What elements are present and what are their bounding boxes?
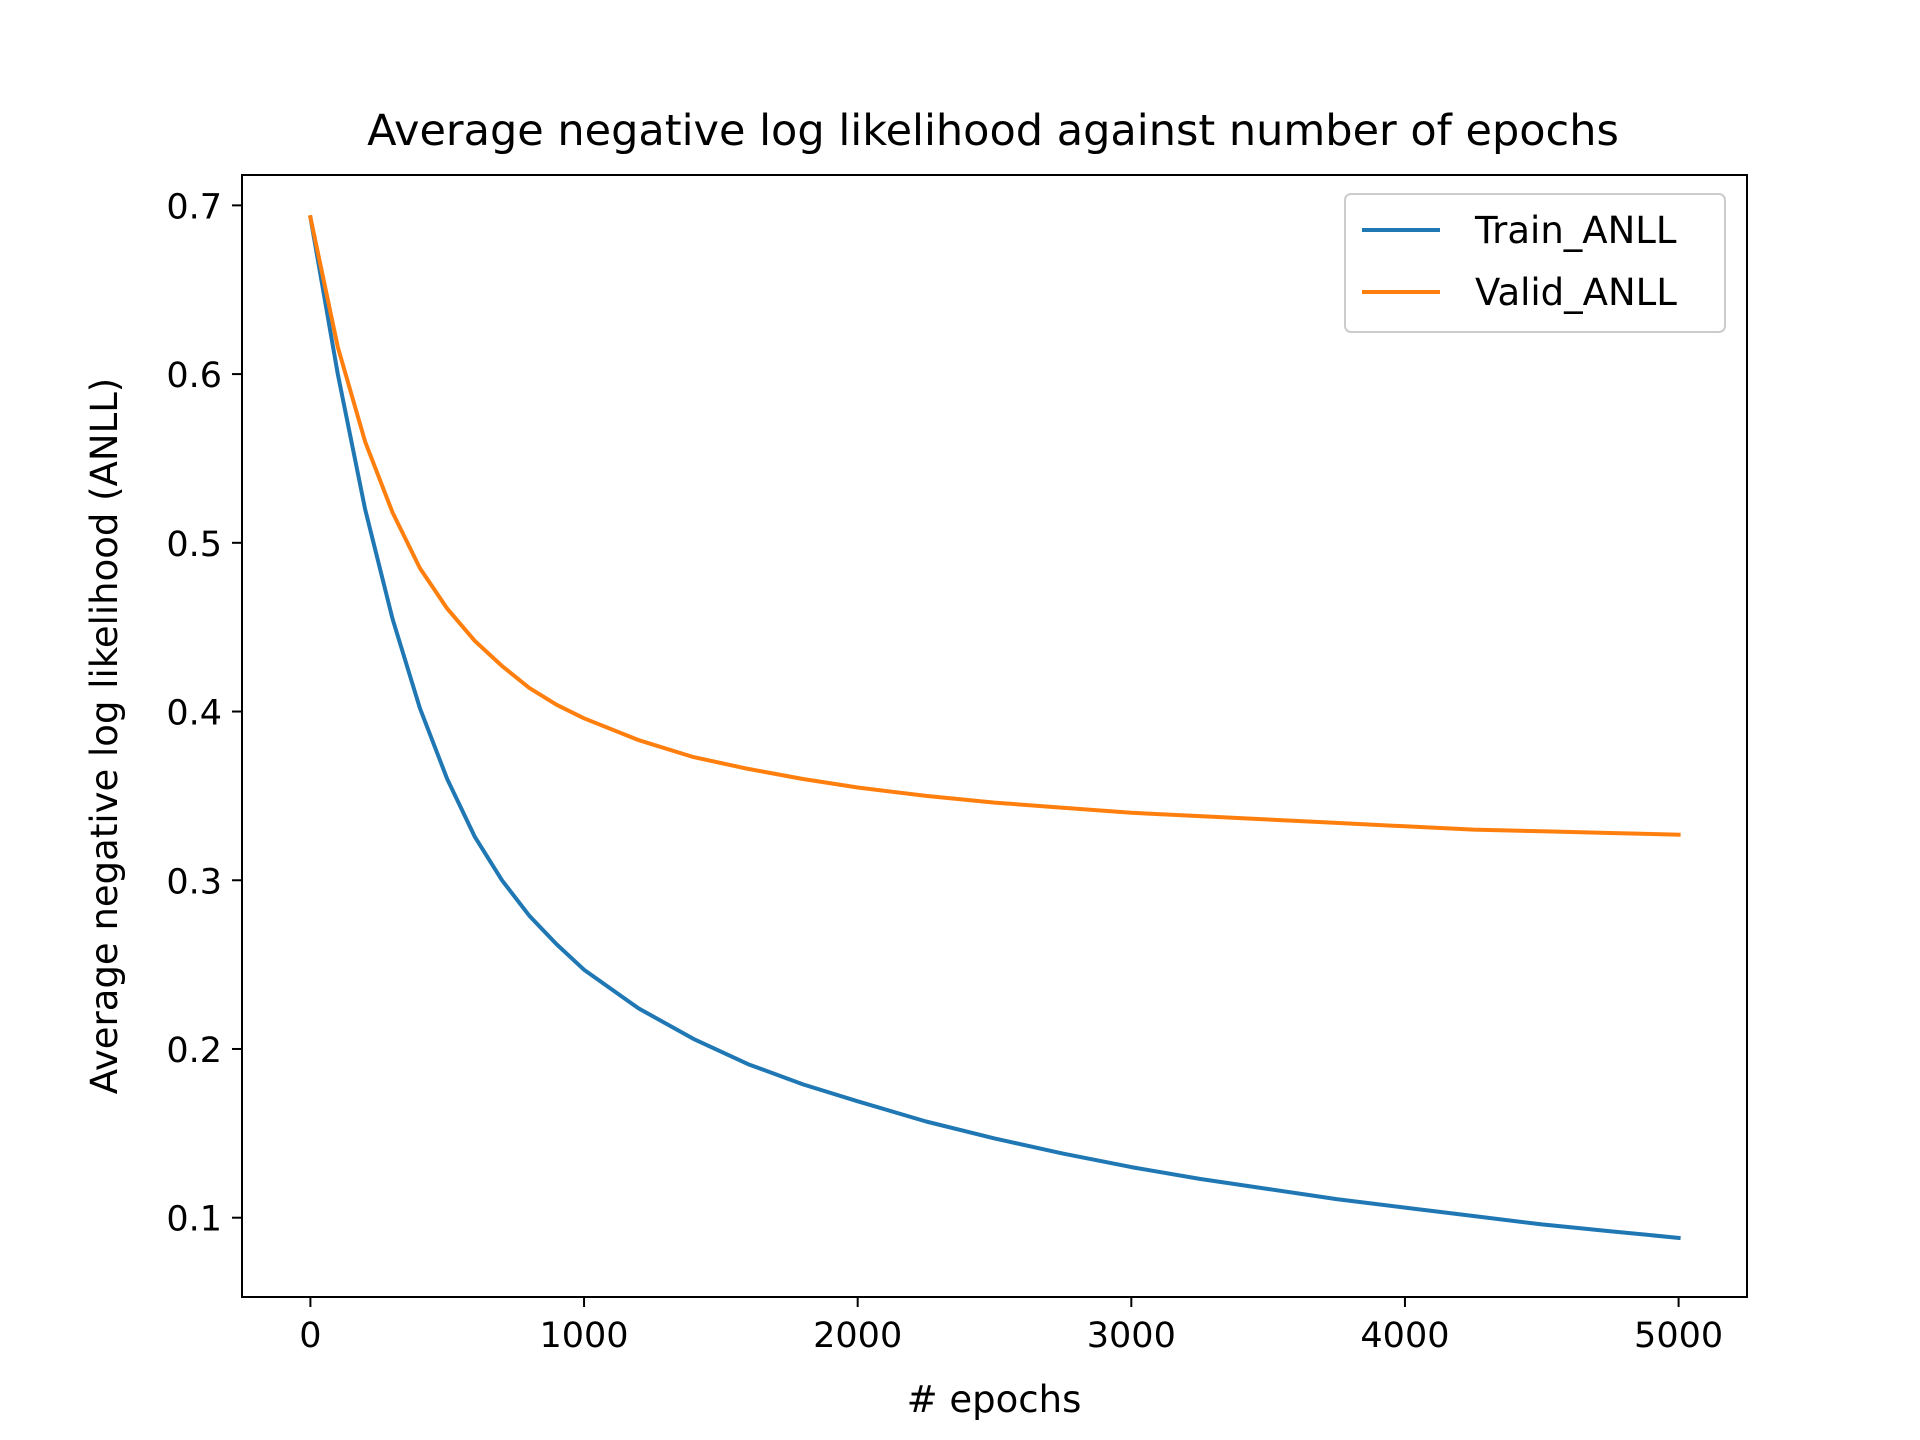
x-tick-label: 1000 — [540, 1316, 629, 1356]
x-tick-label: 3000 — [1087, 1316, 1176, 1356]
y-tick-label: 0.2 — [166, 1031, 222, 1071]
y-axis-label: Average negative log likelihood (ANLL) — [83, 378, 126, 1095]
x-tick-label: 4000 — [1360, 1316, 1449, 1356]
x-axis-label: # epochs — [907, 1378, 1082, 1421]
x-tick-label: 2000 — [813, 1316, 902, 1356]
y-tick-label: 0.7 — [166, 187, 222, 227]
y-tick-label: 0.1 — [166, 1200, 222, 1240]
tick-group: 0 1000 2000 3000 4000 5000 0.1 0.2 0.3 0.4 0.5 0.6 0… — [166, 187, 1723, 1356]
chart-title: Average negative log likelihood against … — [367, 106, 1619, 156]
y-tick-label: 0.3 — [166, 862, 222, 902]
y-tick-label: 0.5 — [166, 525, 222, 565]
legend: Train_ANLL Valid_ANLL — [1344, 193, 1726, 333]
y-tick-label: 0.6 — [166, 356, 222, 396]
series-line-train-anll — [308, 214, 1681, 1241]
legend-label-valid-anll: Valid_ANLL — [1475, 271, 1677, 314]
axes-frame — [241, 174, 1748, 1298]
series-line-valid-anll — [308, 214, 1681, 837]
x-tick-label: 5000 — [1634, 1316, 1723, 1356]
legend-label-train-anll: Train_ANLL — [1474, 209, 1677, 252]
plot-area — [308, 214, 1681, 1241]
y-tick-label: 0.4 — [166, 694, 222, 734]
x-tick-label: 0 — [299, 1316, 321, 1356]
